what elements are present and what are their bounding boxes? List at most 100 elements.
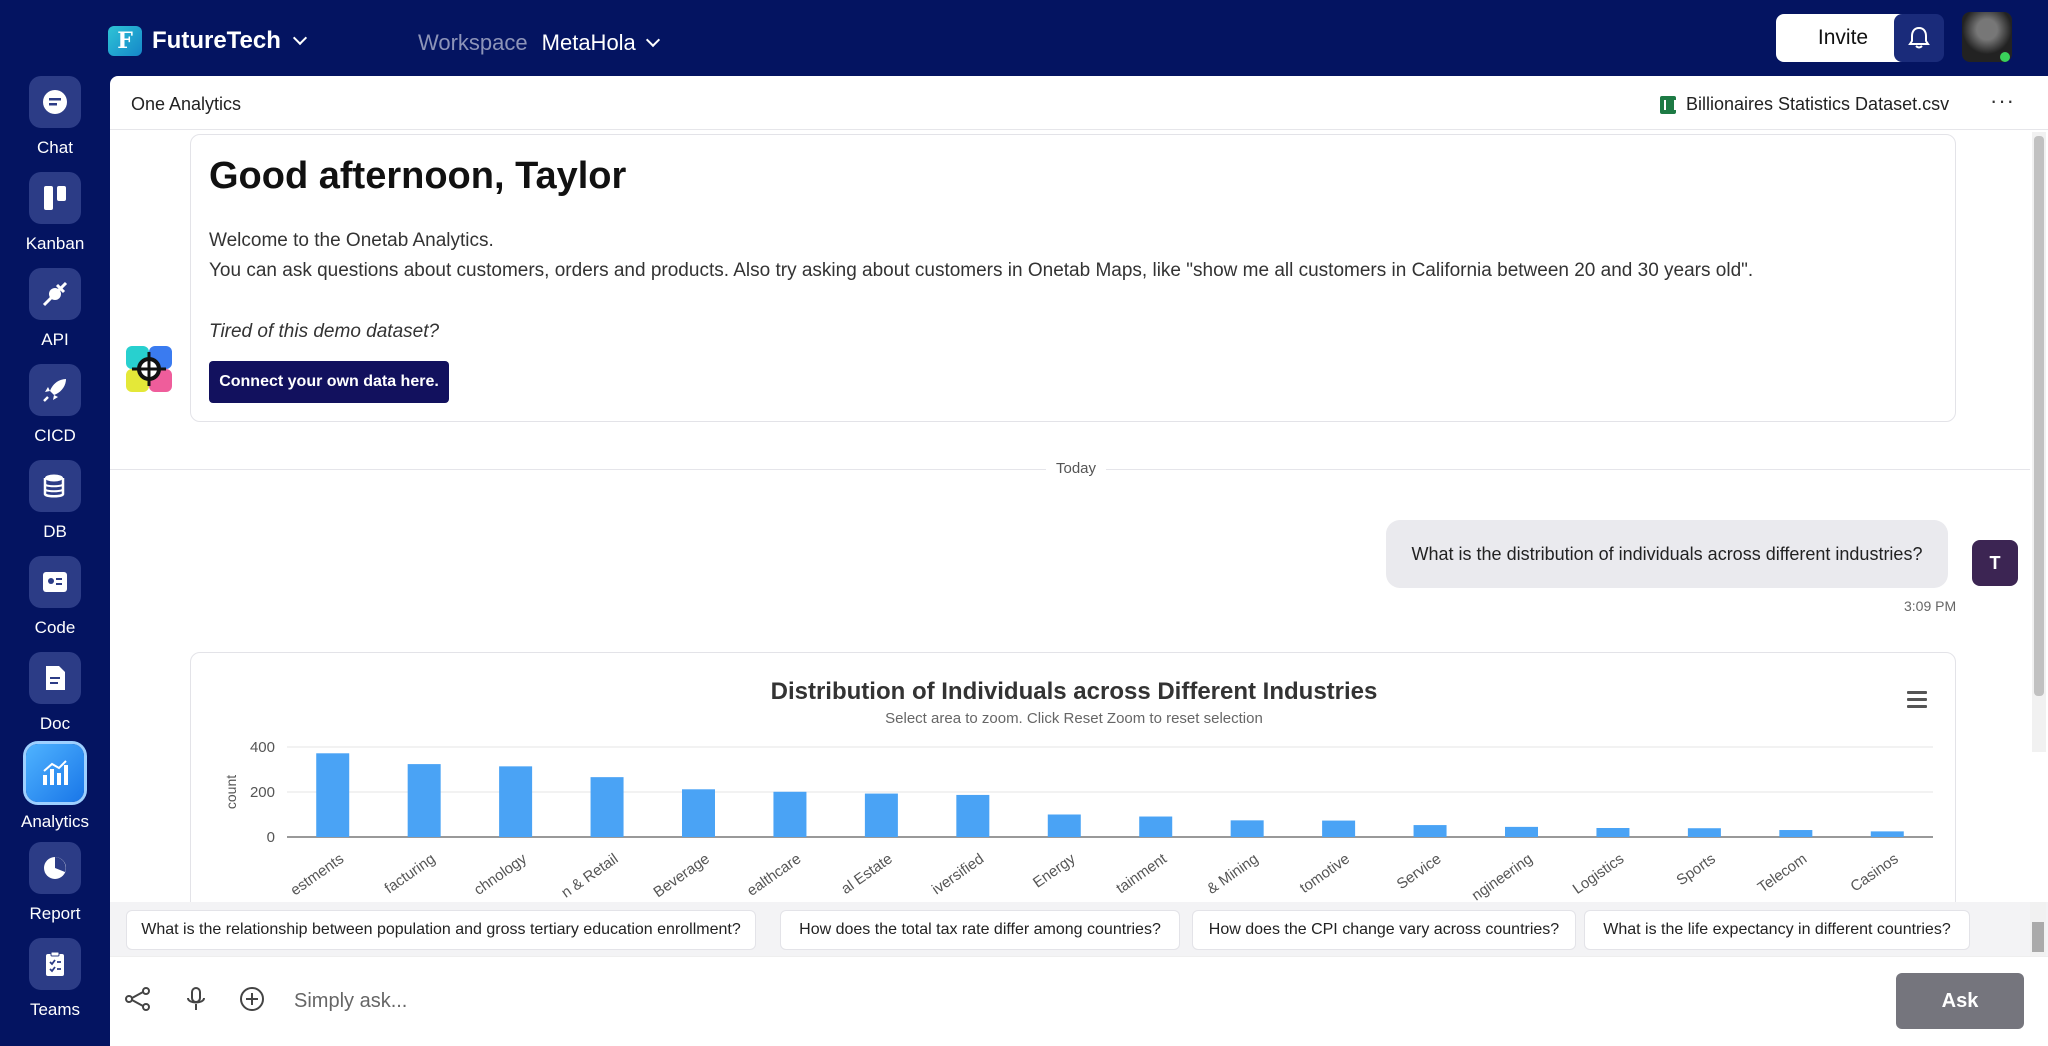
rail-label: Teams	[29, 1000, 81, 1019]
bell-icon	[1908, 26, 1930, 49]
document-icon	[46, 666, 65, 690]
chat-icon	[43, 90, 67, 114]
code-icon	[43, 572, 67, 592]
welcome-line-1: Welcome to the Onetab Analytics.	[209, 230, 494, 251]
plus-circle-icon[interactable]	[238, 985, 266, 1013]
rail-label: Report	[29, 904, 81, 923]
rail-item-kanban[interactable]: Kanban	[0, 172, 110, 254]
rail-item-chat[interactable]: Chat	[0, 76, 110, 158]
x-tick-label: facturing	[382, 850, 439, 897]
rail-item-teams[interactable]: Teams	[0, 938, 110, 1020]
dataset-selector[interactable]: Billionaires Statistics Dataset.csv	[1660, 94, 1949, 115]
chart-bar	[1047, 814, 1081, 837]
x-tick-label: estments	[287, 850, 347, 899]
suggestion-chip[interactable]: How does the CPI change vary across coun…	[1192, 910, 1576, 950]
rail-item-doc[interactable]: Doc	[0, 652, 110, 734]
rail-icon-wrap	[29, 460, 81, 512]
chart-bar	[1322, 820, 1356, 837]
connect-data-button[interactable]: Connect your own data here.	[209, 361, 449, 403]
brand-switcher[interactable]: F FutureTech	[108, 26, 307, 56]
rail-icon-wrap	[29, 652, 81, 704]
workspace-name: MetaHola	[541, 30, 636, 55]
online-status-dot	[2000, 52, 2010, 62]
rail-item-analytics[interactable]: Analytics	[0, 744, 110, 832]
rail-icon-wrap	[29, 842, 81, 894]
x-tick-label: Energy	[1030, 850, 1079, 891]
chart-bar	[956, 794, 990, 837]
rail-item-api[interactable]: API	[0, 268, 110, 350]
workspace-selector[interactable]: Workspace MetaHola	[418, 30, 660, 56]
rail-label: Doc	[39, 714, 71, 733]
suggestion-chip[interactable]: What is the life expectancy in different…	[1584, 910, 1970, 950]
rail-label: CICD	[34, 426, 76, 445]
y-axis-label: count	[223, 775, 239, 809]
chart-title: Distribution of Individuals across Diffe…	[771, 678, 1378, 705]
suggestion-chip[interactable]: What is the relationship between populat…	[126, 910, 756, 950]
workspace-name-wrap: MetaHola	[541, 30, 660, 56]
notifications-button[interactable]	[1894, 14, 1944, 62]
rail-label: API	[41, 330, 69, 349]
chart-bar	[1687, 828, 1721, 837]
ask-button[interactable]: Ask	[1896, 973, 2024, 1029]
chart-bar	[773, 791, 807, 837]
rail-item-report[interactable]: Report	[0, 842, 110, 924]
welcome-line-2: You can ask questions about customers, o…	[209, 260, 1754, 281]
date-divider-label: Today	[1046, 460, 1107, 477]
brand-name: FutureTech	[152, 27, 281, 54]
rail-label: DB	[43, 522, 67, 541]
suggestions-bar: What is the relationship between populat…	[110, 902, 2048, 956]
x-tick-label: Casinos	[1847, 850, 1901, 895]
chevron-down-icon	[645, 32, 660, 48]
hamburger-icon[interactable]	[1907, 691, 1927, 712]
microphone-icon[interactable]	[182, 985, 210, 1013]
rail-icon-wrap	[29, 556, 81, 608]
onetab-logo-icon	[126, 346, 172, 392]
pie-chart-icon	[44, 857, 66, 879]
x-tick-label: Service	[1394, 850, 1445, 893]
spreadsheet-icon	[1660, 95, 1676, 114]
chart-subtitle: Select area to zoom. Click Reset Zoom to…	[885, 710, 1263, 727]
rail-item-code[interactable]: Code	[0, 556, 110, 638]
suggestion-chip[interactable]: How does the total tax rate differ among…	[780, 910, 1180, 950]
x-tick-label: Logistics	[1570, 850, 1628, 897]
main-header: One Analytics Billionaires Statistics Da…	[110, 76, 2048, 130]
chart-bar	[682, 789, 715, 837]
rail-icon-wrap	[29, 268, 81, 320]
left-rail: Chat Kanban API CICD DB Code Doc	[0, 76, 110, 1046]
x-tick-label: ealthcare	[744, 850, 804, 899]
message-timestamp: 3:09 PM	[1904, 598, 1957, 614]
y-tick-label: 0	[267, 829, 275, 846]
x-tick-label: Sports	[1673, 850, 1718, 889]
invite-button[interactable]: Invite	[1776, 14, 1910, 62]
chart-bar	[1870, 831, 1904, 837]
rail-item-cicd[interactable]: CICD	[0, 364, 110, 446]
rail-label: Kanban	[25, 234, 85, 253]
rail-icon-wrap	[26, 744, 84, 802]
page-title: One Analytics	[131, 94, 242, 114]
rail-icon-wrap	[29, 76, 81, 128]
share-icon[interactable]	[124, 985, 152, 1013]
x-tick-label: n & Retail	[558, 850, 621, 901]
x-tick-label: tomotive	[1297, 850, 1353, 896]
chart-bar	[1413, 825, 1447, 837]
chart-bar	[1779, 830, 1813, 837]
chart-bar	[316, 753, 350, 837]
y-tick-label: 200	[250, 784, 275, 801]
rocket-icon	[43, 379, 66, 402]
chart-bar	[1230, 820, 1264, 837]
x-tick-label: chnology	[471, 850, 530, 899]
rail-icon-wrap	[29, 172, 81, 224]
chart-bar	[499, 766, 533, 837]
chart-bar	[1596, 828, 1630, 837]
ask-input[interactable]	[294, 979, 1394, 1023]
suggestions-scrollbar-thumb[interactable]	[2032, 922, 2044, 952]
user-message: What is the distribution of individuals …	[1386, 520, 1948, 588]
more-options-icon[interactable]: ···	[1990, 88, 2015, 113]
clipboard-icon	[46, 951, 64, 976]
dataset-name: Billionaires Statistics Dataset.csv	[1686, 94, 1950, 114]
chart-bar	[407, 764, 441, 837]
rail-item-db[interactable]: DB	[0, 460, 110, 542]
chat-scrollbar-thumb[interactable]	[2034, 136, 2044, 696]
user-avatar: T	[1972, 540, 2018, 586]
bar-chart[interactable]: Distribution of Individuals across Diffe…	[191, 653, 1956, 972]
